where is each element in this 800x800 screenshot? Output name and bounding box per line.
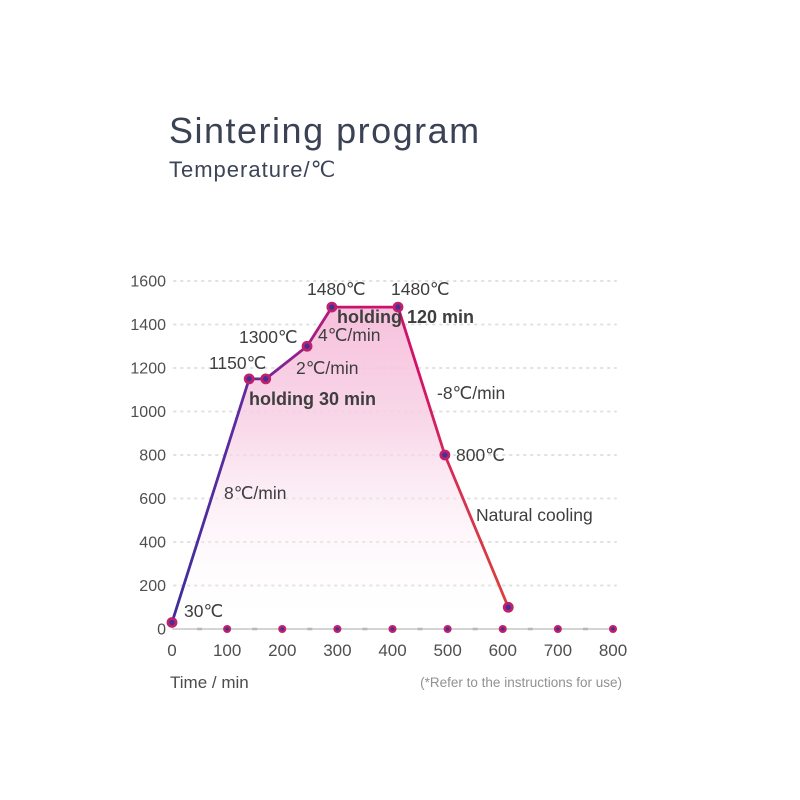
- x-minor-tick-750: [582, 627, 588, 631]
- annotation-2-min-5: 2℃/min: [296, 358, 358, 378]
- y-tick-label-800: 800: [139, 448, 166, 465]
- annotation-30-0: 30℃: [184, 601, 223, 621]
- y-axis-title: Temperature/℃: [169, 157, 337, 182]
- data-point-core-0: [169, 619, 175, 626]
- x-tick-label-600: 600: [489, 641, 517, 660]
- data-point-core-3: [304, 343, 310, 349]
- annotation-holding-120-min-9: holding 120 min: [337, 307, 474, 327]
- annotation-8-min-1: 8℃/min: [224, 483, 286, 503]
- annotation-1480-7: 1480℃: [307, 279, 366, 299]
- data-point-core-2: [263, 376, 269, 382]
- x-tick-label-200: 200: [268, 641, 296, 660]
- y-tick-label-1400: 1400: [130, 317, 166, 334]
- x-tick-label-700: 700: [544, 641, 572, 660]
- annotation-800-11: 800℃: [456, 445, 505, 465]
- x-tick-label-300: 300: [323, 641, 351, 660]
- y-tick-label-400: 400: [139, 535, 166, 552]
- annotation-1150-2: 1150℃: [209, 353, 266, 373]
- x-axis-dot-core-700: [556, 627, 560, 631]
- x-tick-label-500: 500: [433, 641, 461, 660]
- y-tick-label-0: 0: [157, 622, 166, 639]
- x-axis-title: Time / min: [170, 673, 249, 692]
- x-minor-tick-650: [527, 627, 533, 631]
- x-tick-label-800: 800: [599, 641, 627, 660]
- page-title: Sintering program: [169, 110, 481, 151]
- x-tick-label-100: 100: [213, 641, 241, 660]
- y-tick-label-600: 600: [139, 491, 166, 508]
- y-tick-label-1600: 1600: [130, 274, 166, 291]
- annotation-natural-cooling-12: Natural cooling: [476, 505, 593, 525]
- annotation-1300-4: 1300℃: [239, 327, 298, 347]
- footnote: (*Refer to the instructions for use): [420, 675, 622, 690]
- data-point-core-1: [246, 376, 252, 382]
- annotation-8-min-10: -8℃/min: [437, 383, 505, 403]
- x-tick-label-400: 400: [378, 641, 406, 660]
- y-tick-label-200: 200: [139, 578, 166, 595]
- annotation-1480-8: 1480℃: [391, 279, 450, 299]
- data-point-core-6: [442, 452, 448, 458]
- annotation-holding-30-min-3: holding 30 min: [249, 389, 376, 409]
- x-axis-dot-core-800: [611, 627, 615, 631]
- data-point-core-7: [505, 604, 511, 610]
- y-tick-label-1200: 1200: [130, 361, 166, 378]
- data-point-core-4: [329, 304, 335, 310]
- x-tick-label-0: 0: [167, 641, 176, 660]
- data-point-core-5: [395, 304, 401, 310]
- y-tick-label-1000: 1000: [130, 404, 166, 421]
- annotation-4-min-6: 4℃/min: [318, 325, 380, 345]
- curve-area-fill: [172, 307, 509, 629]
